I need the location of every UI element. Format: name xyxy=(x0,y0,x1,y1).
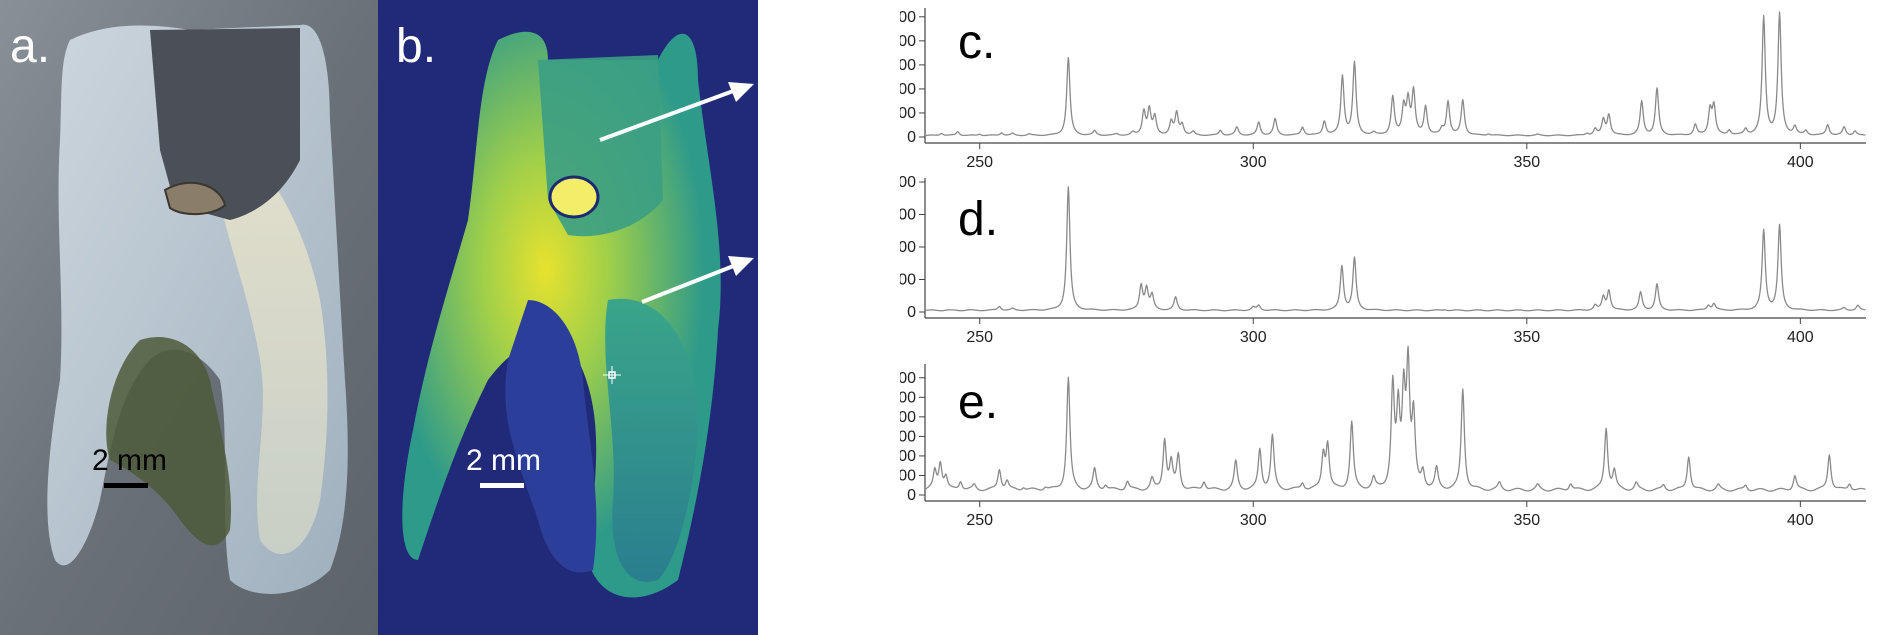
x-tick-label-d: 250 xyxy=(966,329,993,346)
y-tick-label-e: 3000 xyxy=(900,428,916,445)
bone-tissue-region xyxy=(106,336,231,546)
root-region xyxy=(220,120,328,555)
panel-a-scale-label: 2 mm xyxy=(92,444,167,477)
pulp-chamber xyxy=(163,181,227,216)
y-tick-label-e: 0 xyxy=(907,487,916,504)
y-tick-label-d: 6000 xyxy=(900,207,916,224)
panel-a-letter: a. xyxy=(10,20,50,73)
root-map-region xyxy=(605,298,698,582)
y-tick-label-d: 8000 xyxy=(900,174,916,191)
y-tick-label-d: 0 xyxy=(907,304,916,321)
y-tick-label-d: 4000 xyxy=(900,239,916,256)
x-tick-label-d: 350 xyxy=(1513,329,1540,346)
panel-d-letter: d. xyxy=(958,193,998,246)
y-tick-label-d: 2000 xyxy=(900,272,916,289)
y-tick-label-e: 1000 xyxy=(900,467,916,484)
y-tick-label-c: 25000 xyxy=(900,9,916,26)
y-tick-label-e: 5000 xyxy=(900,389,916,406)
bone-map-region xyxy=(505,300,597,573)
panel-a-scale-bar xyxy=(104,483,148,488)
x-tick-label-d: 400 xyxy=(1787,329,1814,346)
x-tick-label-c: 400 xyxy=(1787,154,1814,171)
dark-filling-region xyxy=(150,28,300,220)
spectrum-c: 0500010000150002000025000250300350400Int… xyxy=(900,8,1866,171)
panel-e-letter: e. xyxy=(958,376,998,429)
panel-b-map: b. 2 mm xyxy=(378,0,758,635)
y-tick-label-e: 4000 xyxy=(900,409,916,426)
y-tick-label-c: 20000 xyxy=(900,33,916,50)
spectrum-d: 02000400060008000250300350400Intensity (… xyxy=(900,174,1866,346)
y-tick-label-c: 10000 xyxy=(900,81,916,98)
x-tick-label-c: 300 xyxy=(1240,154,1267,171)
pulp-hotspot xyxy=(548,175,600,219)
y-tick-label-e: 2000 xyxy=(900,448,916,465)
spectrum-trace-d xyxy=(924,186,1866,312)
y-tick-label-c: 0 xyxy=(907,129,916,146)
y-tick-label-e: 6000 xyxy=(900,370,916,387)
panel-c-letter: c. xyxy=(958,16,995,69)
panel-b-letter: b. xyxy=(396,20,436,73)
panel-a-photo: a. 2 mm xyxy=(0,0,378,635)
arrow-to-d-head xyxy=(728,256,754,276)
spectrum-trace-c xyxy=(924,11,1866,137)
arrow-to-c-head xyxy=(728,82,754,102)
spectrum-e: 0100020003000400050006000250300350400Int… xyxy=(900,345,1866,529)
x-tick-label-d: 300 xyxy=(1240,329,1267,346)
arrow-to-c-shaft xyxy=(599,88,737,142)
x-tick-label-e: 400 xyxy=(1787,512,1814,529)
spectra-plots: 0500010000150002000025000250300350400Int… xyxy=(900,8,1866,529)
y-tick-label-c: 15000 xyxy=(900,57,916,74)
panel-b-scale-label: 2 mm xyxy=(466,444,541,477)
x-tick-label-e: 250 xyxy=(966,512,993,529)
spectrum-trace-e xyxy=(924,345,1866,492)
x-tick-label-e: 300 xyxy=(1240,512,1267,529)
x-tick-label-c: 350 xyxy=(1513,154,1540,171)
arrow-to-d-shaft xyxy=(641,263,737,304)
panel-b-scale-bar xyxy=(480,483,524,488)
y-tick-label-c: 5000 xyxy=(900,105,916,122)
x-tick-label-c: 250 xyxy=(966,154,993,171)
x-tick-label-e: 350 xyxy=(1513,512,1540,529)
